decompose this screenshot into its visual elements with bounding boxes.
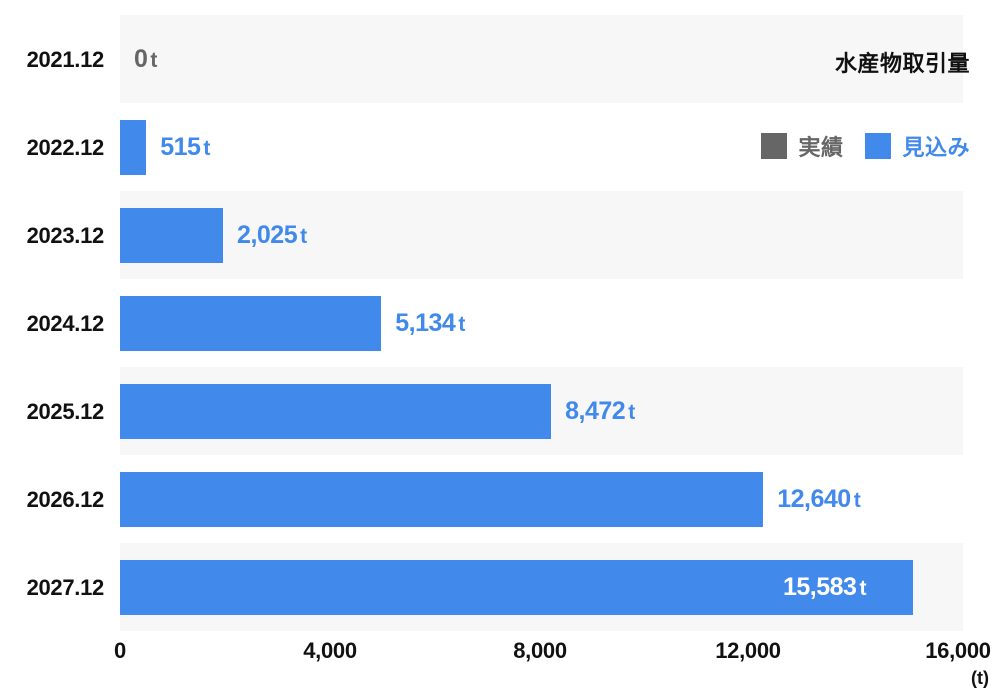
bar-value-label-2023-12: 2,025 t [237,220,307,249]
chart-title: 水産物取引量 [834,51,970,76]
row-band [120,103,963,191]
x-tick-label: 16,000 [925,638,991,663]
legend-item-actual[interactable]: 実績 [761,130,843,162]
category-label-2022: 2022.12 [26,135,105,160]
bar-value-label-2024-12: 5,134 t [395,308,465,337]
legend-label-actual: 実績 [798,135,844,160]
bar-2027-12[interactable] [120,559,913,615]
bar-value-label-2027-12: 15,583 t [783,572,866,601]
category-label-2024: 2024.12 [26,311,105,336]
row-band [120,15,963,103]
category-label-2025: 2025.12 [26,399,105,424]
x-tick-label: 4,000 [303,638,357,663]
legend-item-forecast[interactable]: 見込み [865,130,970,162]
x-axis-unit-label: (t) [971,668,989,688]
category-label-2021: 2021.12 [26,47,105,72]
x-tick-label: 0 [114,638,126,663]
row-band [120,191,963,279]
legend-swatch-actual [761,133,788,159]
bar-2025-12[interactable] [120,383,552,439]
bar-value-label-2026-12: 12,640 t [777,484,861,513]
bar-2026-12[interactable] [120,471,764,527]
legend-label-forecast: 見込み [902,135,970,160]
x-tick-label: 8,000 [513,638,567,663]
bar-2023-12[interactable] [120,207,224,263]
bar-2024-12[interactable] [120,295,382,351]
bar-2022-12[interactable] [120,119,147,175]
category-label-2027: 2027.12 [26,575,105,600]
x-tick-label: 12,000 [715,638,781,663]
chart-legend: 実績 見込み [761,130,970,162]
bar-value-label-2022-12: 515 t [160,132,210,161]
bar-value-label-2025-12: 8,472 t [565,396,635,425]
category-label-2026: 2026.12 [26,487,105,512]
x-axis: 0 4,000 8,000 12,000 16,000 (t) [0,634,1000,700]
legend-swatch-forecast [865,133,892,159]
category-label-2023: 2023.12 [26,223,105,248]
